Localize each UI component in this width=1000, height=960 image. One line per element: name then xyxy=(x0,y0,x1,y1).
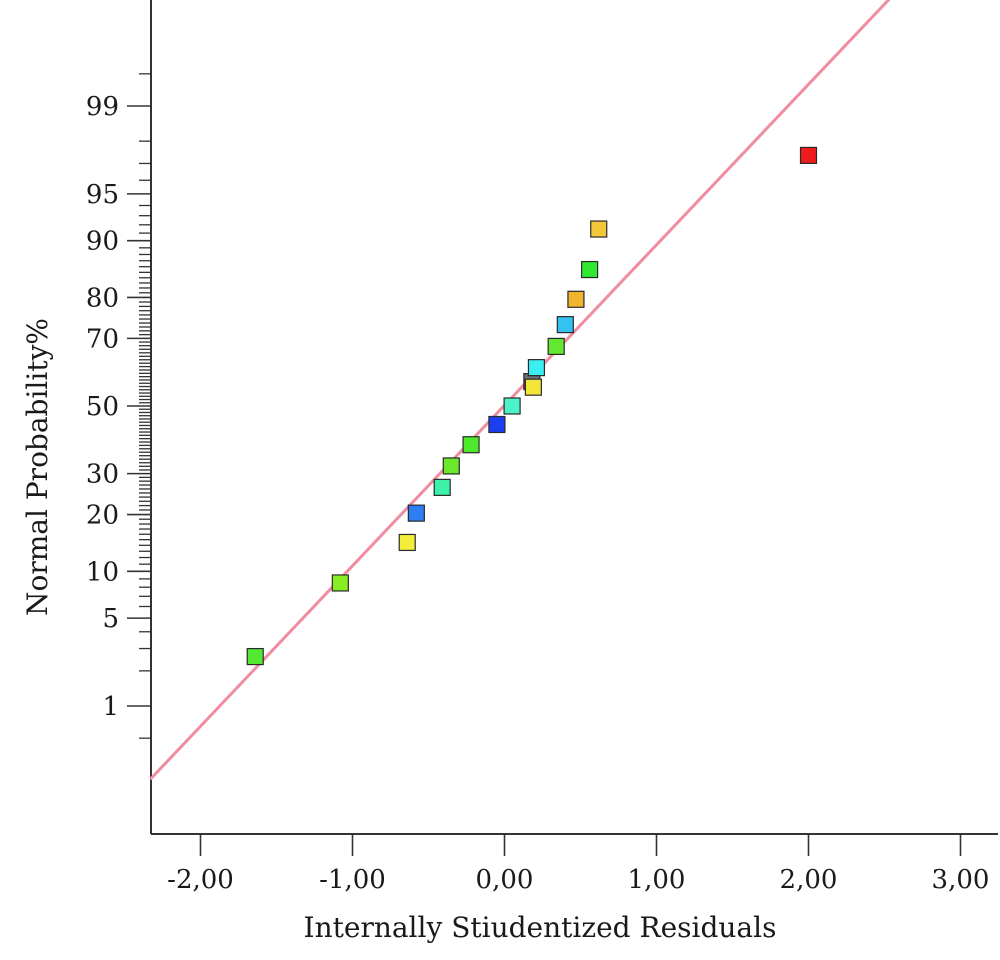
x-tick-label: 2,00 xyxy=(780,865,838,895)
plot-frame xyxy=(150,0,998,835)
data-point xyxy=(524,378,542,396)
x-tick-label: 1,00 xyxy=(628,865,686,895)
y-tick-label: 10 xyxy=(86,557,119,587)
data-point xyxy=(462,436,480,454)
y-tick-label: 1 xyxy=(102,692,119,722)
data-point xyxy=(567,290,585,308)
x-tick-label: -1,00 xyxy=(319,865,386,895)
x-tick-label: 0,00 xyxy=(476,865,534,895)
data-point xyxy=(590,220,608,238)
y-axis-title: Normal Probability% xyxy=(21,318,54,616)
data-point xyxy=(503,397,521,415)
data-point xyxy=(407,504,425,522)
data-point xyxy=(488,415,506,434)
x-tick-label: 3,00 xyxy=(932,865,990,895)
data-point xyxy=(331,574,349,592)
data-point xyxy=(246,647,264,666)
x-axis: -2,00 -1,00 0,00 1,00 2,00 3,00 xyxy=(167,834,989,895)
data-point xyxy=(556,316,574,334)
y-tick-label: 20 xyxy=(86,501,119,531)
x-axis-title: Internally Stiudentized Residuals xyxy=(304,911,777,944)
y-tick-label: 80 xyxy=(86,283,119,313)
data-points-layer xyxy=(246,146,818,666)
data-point xyxy=(433,478,451,496)
y-tick-label: 70 xyxy=(86,324,119,354)
data-point xyxy=(799,146,818,165)
data-point xyxy=(547,337,565,356)
data-point xyxy=(581,260,599,279)
data-point xyxy=(527,359,546,377)
y-tick-label: 99 xyxy=(86,92,119,122)
y-tick-label: 5 xyxy=(102,604,119,634)
data-point xyxy=(442,457,460,475)
y-tick-label: 30 xyxy=(86,460,119,490)
y-tick-label: 95 xyxy=(86,180,119,210)
y-tick-label: 90 xyxy=(86,227,119,257)
y-axis: 1 5 10 20 30 50 70 80 90 95 99 xyxy=(86,73,151,739)
data-point xyxy=(398,533,416,552)
y-tick-label: 50 xyxy=(86,392,119,422)
x-tick-label: -2,00 xyxy=(167,865,234,895)
